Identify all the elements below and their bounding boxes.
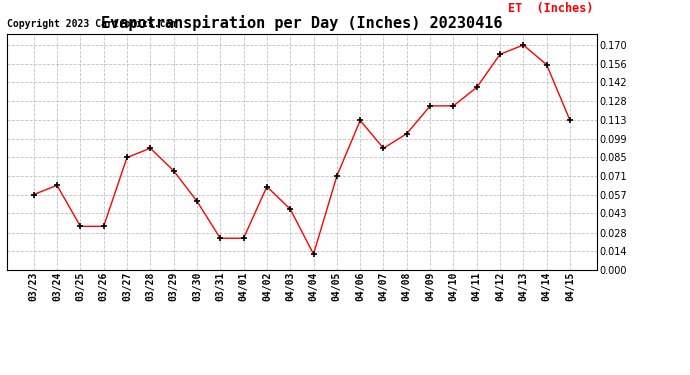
Text: Copyright 2023 Cartronics.com: Copyright 2023 Cartronics.com	[7, 19, 177, 29]
Text: ET  (Inches): ET (Inches)	[509, 2, 594, 15]
Title: Evapotranspiration per Day (Inches) 20230416: Evapotranspiration per Day (Inches) 2023…	[101, 15, 502, 31]
